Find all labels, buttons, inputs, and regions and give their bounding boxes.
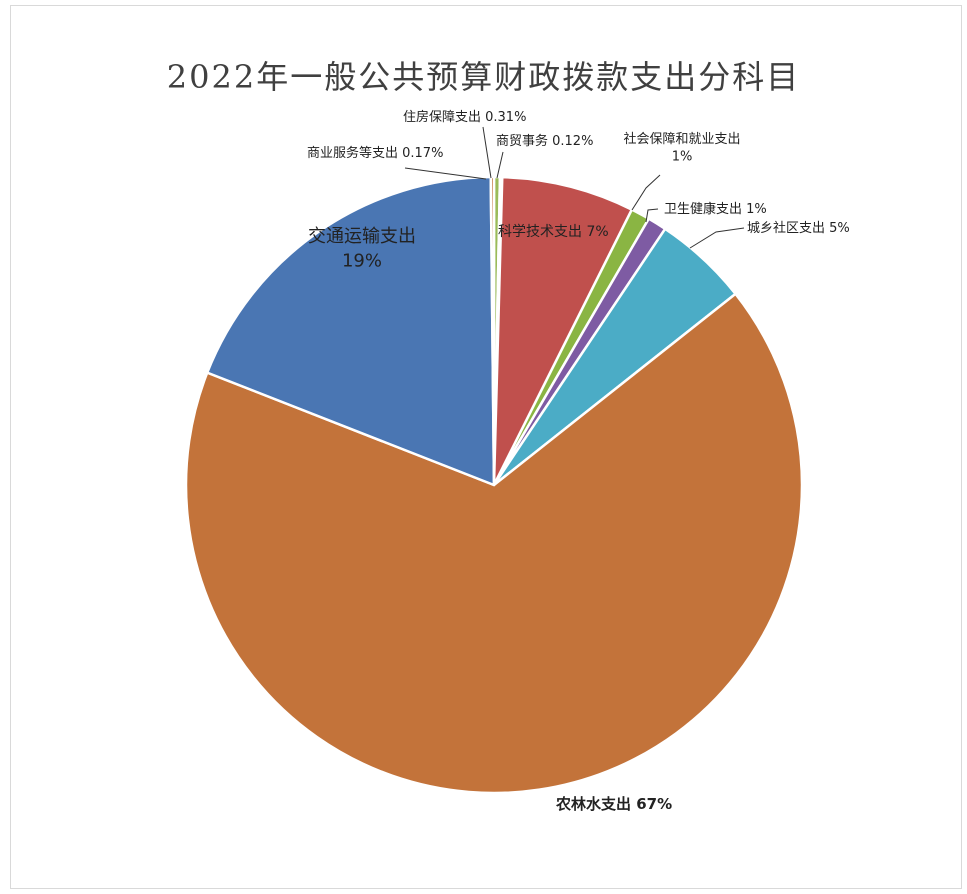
slice-label: 农林水支出 67% (555, 795, 672, 813)
pie-slices (184, 175, 804, 795)
leader-line (645, 208, 659, 223)
slice-label: 城乡社区支出 5% (747, 220, 850, 236)
leader-line (496, 151, 504, 179)
slice-labels: 住房保障支出 0.31% 商贸事务 0.12% 科学技术支出 7% 社会保障和就业支出… (307, 109, 850, 813)
slice-label: 商业服务等支出 0.17% (307, 145, 443, 161)
leader-line (404, 167, 487, 180)
slice-label: 商贸事务 0.12% (496, 133, 593, 149)
chart-title: 2022年一般公共预算财政拨款支出分科目 (166, 58, 801, 96)
pie-slice (492, 175, 634, 487)
slice-label: 社会保障和就业支出 1% (623, 131, 740, 165)
leader-line (482, 126, 492, 179)
slice-label: 卫生健康支出 1% (664, 201, 767, 217)
leader-line (631, 174, 661, 211)
leader-lines (404, 126, 745, 249)
slice-label: 住房保障支出 0.31% (403, 109, 526, 125)
slice-label: 科学技术支出 7% (498, 224, 609, 240)
pie-slice (184, 292, 804, 795)
slice-label: 交通运输支出 19% (308, 226, 416, 271)
pie-slice (205, 175, 496, 487)
leader-line (689, 227, 745, 249)
